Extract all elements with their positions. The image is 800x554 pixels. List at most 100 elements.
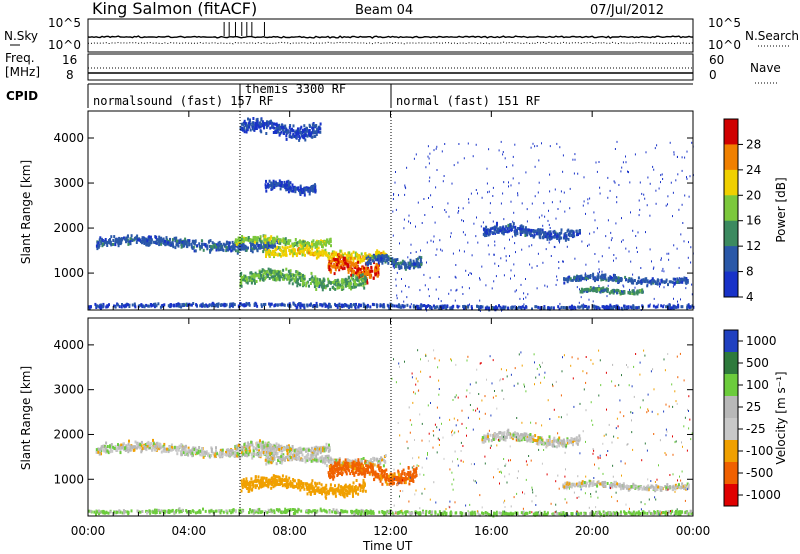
echo-cell	[357, 267, 360, 271]
echo-cell	[177, 446, 180, 450]
echo-cell	[589, 286, 592, 290]
scatter-cell	[444, 209, 446, 211]
echo-cell	[127, 446, 130, 450]
echo-cell	[339, 283, 342, 287]
echo-cell	[359, 274, 362, 277]
echo-cell	[550, 232, 553, 236]
echo-cell	[476, 305, 479, 308]
scatter-cell	[649, 214, 651, 217]
scatter-cell	[549, 145, 551, 148]
echo-cell	[558, 232, 561, 235]
echo-cell	[641, 288, 644, 292]
echo-cell	[326, 284, 329, 287]
echo-cell	[284, 237, 287, 241]
echo-cell	[274, 303, 276, 307]
echo-cell	[191, 451, 194, 455]
echo-cell	[239, 237, 242, 241]
echo-cell	[579, 231, 581, 235]
echo-cell	[190, 242, 193, 246]
echo-cell	[127, 450, 130, 454]
echo-cell	[396, 258, 399, 261]
echo-cell	[147, 304, 149, 308]
echo-cell	[239, 456, 242, 460]
scatter-cell	[635, 235, 637, 237]
echo-cell	[430, 306, 433, 310]
echo-cell	[265, 272, 267, 276]
echo-cell	[267, 183, 270, 187]
echo-cell	[247, 246, 249, 250]
scatter-cell	[441, 150, 443, 153]
echo-cell	[586, 306, 589, 310]
scatter-cell	[408, 220, 410, 223]
echo-cell	[343, 304, 345, 308]
scatter-cell	[573, 172, 575, 175]
scatter-cell	[445, 211, 447, 214]
echo-cell	[148, 444, 151, 447]
echo-cell	[300, 276, 303, 280]
scatter-cell	[647, 283, 649, 286]
echo-cell	[440, 307, 443, 310]
scatter-cell	[529, 228, 531, 231]
echo-cell	[400, 305, 403, 309]
echo-cell	[307, 186, 310, 190]
scatter-cell	[435, 288, 437, 291]
echo-cell	[237, 446, 240, 450]
echo-cell	[376, 269, 379, 273]
echo-cell	[646, 284, 649, 288]
echo-cell	[663, 280, 666, 284]
echo-cell	[347, 275, 350, 279]
echo-cell	[186, 245, 189, 249]
echo-cell	[127, 242, 130, 246]
echo-cell	[678, 281, 681, 284]
echo-cell	[315, 304, 317, 308]
noise-traces	[87, 22, 694, 45]
echo-cell	[257, 274, 260, 277]
echo-cell	[108, 241, 111, 245]
scatter-cell	[463, 250, 465, 253]
echo-cell	[329, 287, 332, 291]
echo-cell	[147, 243, 150, 247]
echo-cell	[308, 246, 311, 250]
echo-cell	[314, 250, 317, 254]
echo-cell	[243, 304, 246, 308]
echo-cell	[269, 236, 272, 240]
scatter-cell	[629, 288, 630, 291]
scatter-cell	[611, 237, 613, 240]
echo-cell	[193, 249, 196, 253]
echo-cell	[261, 440, 264, 444]
scatter-cell	[495, 275, 497, 278]
echo-cell	[303, 124, 306, 128]
scatter-cell	[448, 215, 450, 218]
echo-cell	[206, 246, 209, 250]
echo-cell	[140, 303, 143, 307]
echo-cell	[288, 249, 291, 252]
echo-cell	[278, 278, 281, 282]
scatter-cell	[488, 148, 490, 151]
echo-cell	[244, 274, 247, 278]
scatter-cell	[525, 228, 527, 231]
echo-cell	[255, 246, 258, 250]
scatter-cell	[691, 293, 693, 296]
echo-cell	[607, 276, 610, 280]
scatter-cell	[575, 277, 577, 280]
echo-cell	[299, 283, 301, 287]
scatter-cell	[593, 231, 595, 234]
scatter-cell	[553, 245, 555, 248]
echo-cell	[321, 288, 324, 292]
echo-cell	[294, 135, 297, 139]
echo-cell	[282, 268, 285, 272]
echo-cell	[301, 250, 304, 254]
echo-cell	[316, 283, 319, 287]
echo-cell	[277, 270, 280, 274]
scatter-cell	[541, 142, 542, 145]
echo-cell	[499, 226, 502, 230]
scatter-cell	[492, 195, 494, 197]
echo-cell	[302, 246, 305, 250]
echo-cell	[328, 255, 331, 259]
echo-cell	[329, 260, 332, 264]
echo-cell	[300, 191, 303, 195]
echo-cell	[333, 250, 336, 254]
echo-cell	[300, 450, 303, 454]
scatter-cell	[587, 202, 589, 205]
scatter-cell	[393, 193, 395, 195]
